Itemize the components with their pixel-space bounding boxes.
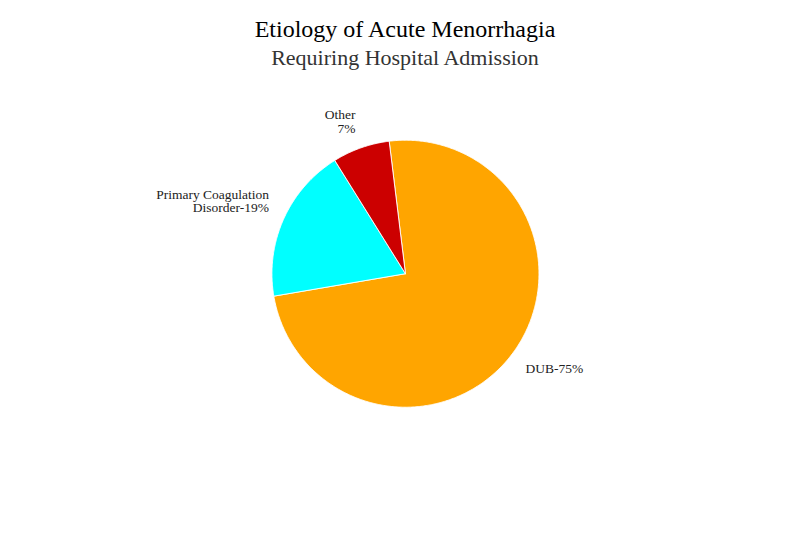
- svg-text:DUB-75%: DUB-75%: [525, 361, 583, 376]
- html-text:Requiring Hospital Admission: Requiring Hospital Admission: [271, 45, 539, 70]
- svg-text:Other7%: Other7%: [325, 107, 356, 136]
- html-text:Etiology of Acute Menorrhagia: Etiology of Acute Menorrhagia: [254, 16, 556, 42]
- svg-text:Primary CoagulationDisorder-19: Primary CoagulationDisorder-19%: [156, 187, 269, 216]
